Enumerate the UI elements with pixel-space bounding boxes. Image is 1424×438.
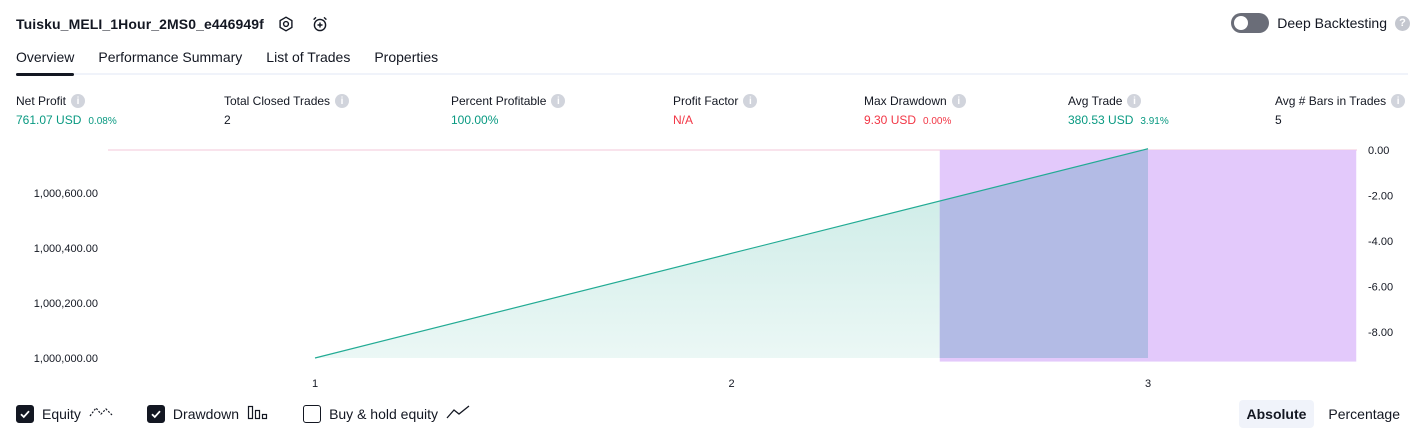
metric-value: 100.00% [451,113,499,127]
buy-hold-checkbox[interactable] [303,404,322,423]
chart-legend: Equity Drawdown Buy & hold equity [16,404,470,423]
metric-percent: 0.08% [88,116,117,127]
y-right-tick-label: -8.00 [1368,327,1393,339]
strategy-title: Tuisku_MELI_1Hour_2MS0_e446949f [16,16,264,32]
tabs-divider [16,73,1408,75]
metric-net-profit: Net Profit i 761.07 USD 0.08% [16,93,117,127]
deep-backtesting-label: Deep Backtesting [1277,15,1387,31]
metric-label: Net Profit [16,94,67,108]
metric-label: Avg # Bars in Trades [1275,94,1387,108]
tab-performance-summary[interactable]: Performance Summary [98,49,243,65]
metric-value: 761.07 USD [16,113,82,127]
equity-line [314,148,1149,359]
metric-value: 2 [224,113,231,127]
tab-properties[interactable]: Properties [374,49,439,65]
metric-value: 5 [1275,113,1282,127]
legend-label: Buy & hold equity [329,405,439,422]
tab-overview[interactable]: Overview [16,46,75,76]
info-icon[interactable]: i [743,94,758,108]
legend-label: Equity [42,405,81,422]
report-header: Tuisku_MELI_1Hour_2MS0_e446949f [16,12,332,36]
y-right-tick-label: -2.00 [1368,191,1393,203]
deep-backtesting: Deep Backtesting ? [1231,13,1410,33]
metric-value: 380.53 USD [1068,113,1134,127]
tab-list-of-trades[interactable]: List of Trades [266,49,351,65]
scale-mode-switch: Absolute Percentage [1238,400,1409,428]
legend-drawdown[interactable]: Drawdown [146,404,269,423]
mode-percentage[interactable]: Percentage [1328,406,1400,422]
equity-checkbox[interactable] [16,404,34,423]
y-right-tick-label: 0.00 [1368,145,1389,157]
metric-total-closed-trades: Total Closed Trades i 2 [224,93,350,127]
deep-backtesting-toggle[interactable] [1231,13,1270,33]
mode-absolute[interactable]: Absolute [1238,400,1315,428]
buy-hold-line-icon [446,404,470,423]
drawdown-bar [1148,150,1357,362]
y-left-tick-label: 1,000,600.00 [34,188,98,200]
x-tick-label: 2 [728,378,734,390]
info-icon[interactable]: i [1127,94,1142,108]
metric-value: N/A [673,113,694,127]
metric-label: Max Drawdown [864,94,947,108]
x-tick-label: 3 [1145,378,1151,390]
x-tick-label: 1 [312,378,318,390]
y-left-tick-label: 1,000,000.00 [34,353,98,365]
metric-profit-factor: Profit Factor i N/A [673,93,758,127]
metric-label: Avg Trade [1068,94,1123,108]
equity-drawdown-overlap [939,148,1148,358]
info-icon[interactable]: i [1391,94,1406,108]
help-icon[interactable]: ? [1395,15,1410,31]
metric-avg-trade: Avg Trade i 380.53 USD 3.91% [1068,93,1169,127]
metric-percent: 0.00% [923,116,952,127]
drawdown-bars-icon [247,404,269,423]
y-left-tick-label: 1,000,200.00 [34,298,98,310]
drawdown-checkbox[interactable] [146,404,165,423]
metrics-row: Net Profit i 761.07 USD 0.08% Total Closed… [0,93,1424,133]
legend-buy-hold[interactable]: Buy & hold equity [303,404,470,423]
legend-label: Drawdown [172,405,240,422]
info-icon[interactable]: i [71,94,86,108]
metric-avg-bars-in-trades: Avg # Bars in Trades i 5 [1275,93,1406,127]
metric-percent: 3.91% [1140,116,1169,127]
metric-label: Total Closed Trades [224,94,331,108]
equity-chart[interactable]: 1,000,600.00 1,000,400.00 1,000,200.00 1,00… [0,140,1424,395]
chart-canvas: 1,000,600.00 1,000,400.00 1,000,200.00 1,00… [34,145,1393,390]
y-right-tick-label: -6.00 [1368,282,1393,294]
info-icon[interactable]: i [951,94,966,108]
report-tabs: Overview Performance Summary List of Tra… [16,46,438,76]
metric-max-drawdown: Max Drawdown i 9.30 USD 0.00% [864,93,966,127]
metric-label: Percent Profitable [451,94,547,108]
info-icon[interactable]: i [551,94,566,108]
equity-line-icon [89,404,113,423]
legend-equity[interactable]: Equity [16,404,113,423]
metric-percent-profitable: Percent Profitable i 100.00% [451,93,566,127]
add-alert-icon[interactable] [308,12,332,36]
metric-value: 9.30 USD [864,113,917,127]
y-right-tick-label: -4.00 [1368,236,1393,248]
metric-label: Profit Factor [673,94,739,108]
info-icon[interactable]: i [335,94,350,108]
settings-icon[interactable] [274,12,298,36]
y-left-tick-label: 1,000,400.00 [34,243,98,255]
